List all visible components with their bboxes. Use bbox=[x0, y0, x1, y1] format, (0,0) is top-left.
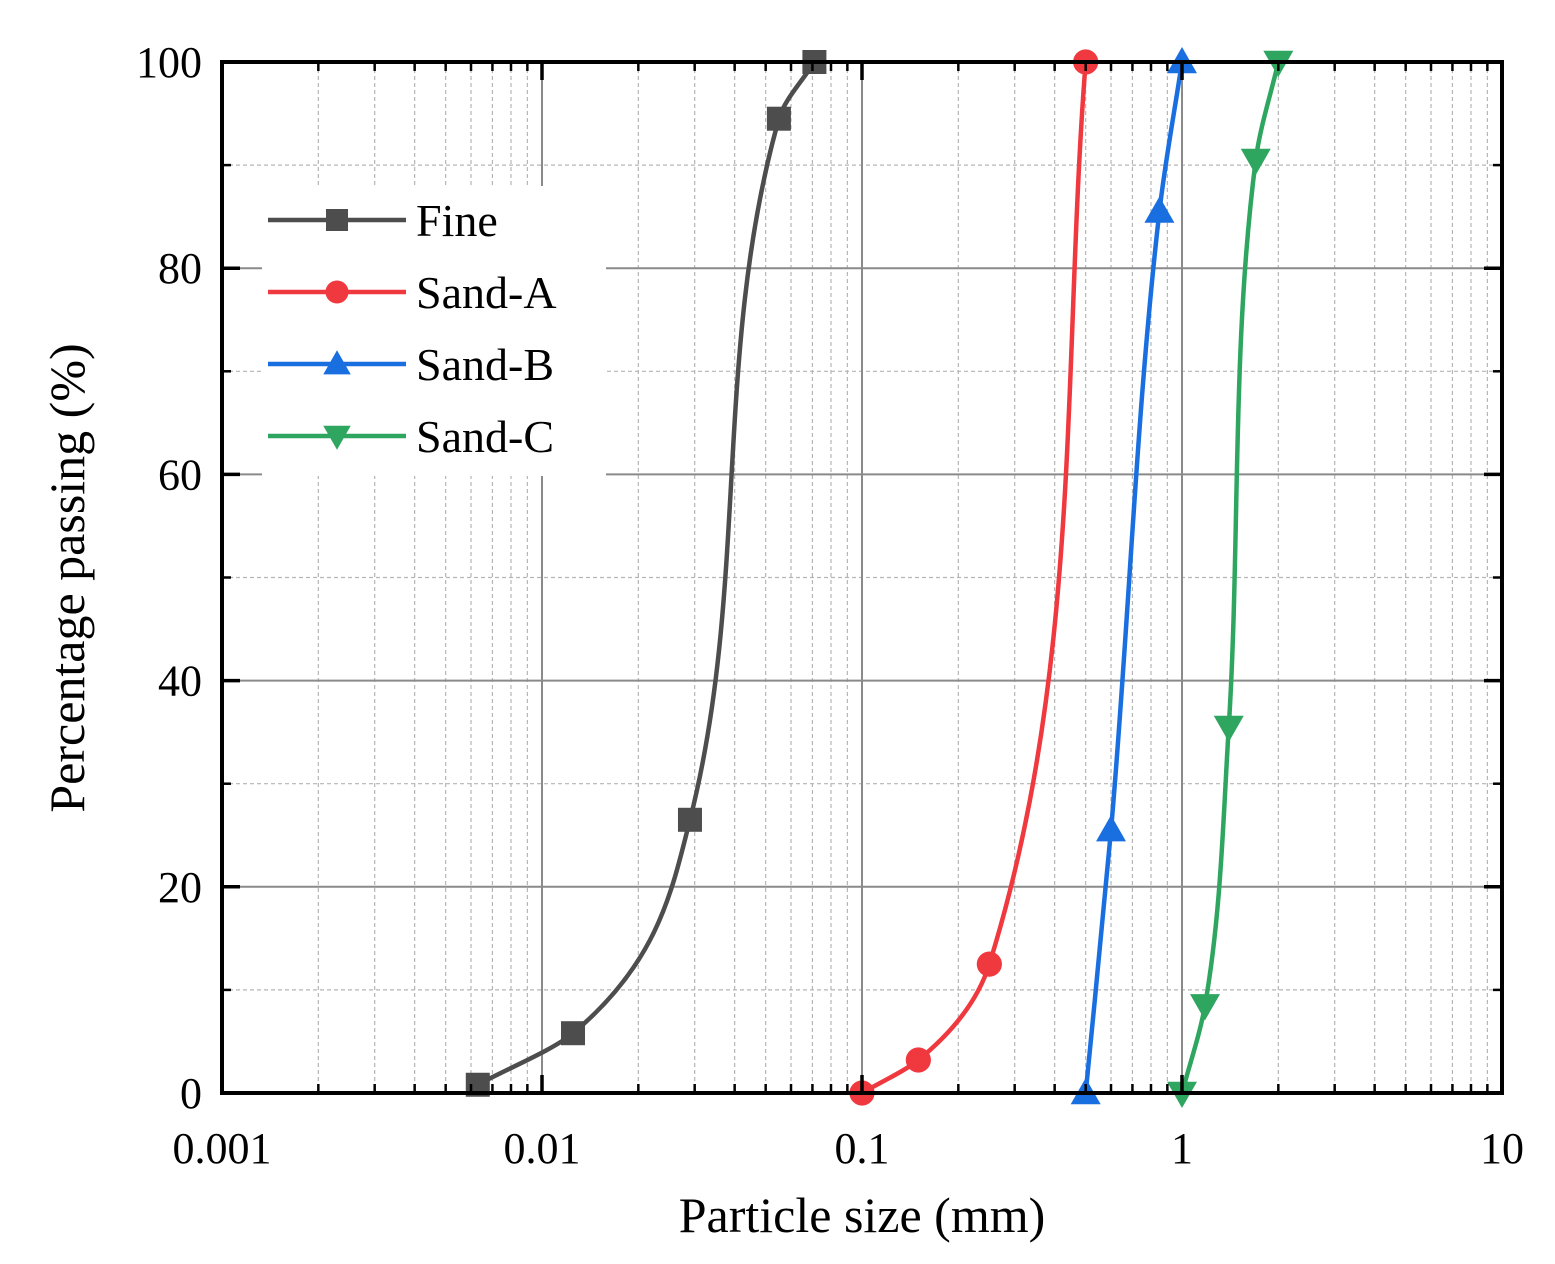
legend-marker-sand-b bbox=[323, 350, 351, 375]
y-tick-label: 80 bbox=[158, 244, 202, 293]
x-axis-title: Particle size (mm) bbox=[679, 1187, 1046, 1243]
x-tick-label: 0.001 bbox=[173, 1124, 272, 1173]
x-tick-label: 10 bbox=[1480, 1124, 1524, 1173]
data-point-sand-c bbox=[1190, 994, 1221, 1021]
legend-box bbox=[262, 186, 606, 476]
y-tick-label: 60 bbox=[158, 450, 202, 499]
legend-label-fine: Fine bbox=[416, 195, 498, 246]
y-tick-label: 40 bbox=[158, 657, 202, 706]
y-axis-title: Percentage passing (%) bbox=[39, 343, 95, 812]
x-tick-label: 1 bbox=[1171, 1124, 1193, 1173]
data-point-fine bbox=[766, 106, 791, 131]
legend-label-sand-a: Sand-A bbox=[416, 267, 557, 318]
axis-ticks bbox=[220, 60, 1504, 1095]
legend-marker-fine bbox=[326, 209, 348, 231]
data-point-sand-c bbox=[1213, 715, 1244, 742]
y-tick-label: 0 bbox=[180, 1069, 202, 1118]
series-line-sand-b bbox=[1083, 61, 1185, 1094]
series-markers bbox=[465, 47, 1294, 1108]
y-tick-labels: 0 20 40 60 80 100 bbox=[136, 38, 202, 1118]
legend: Fine Sand-A Sand-B Sand-C bbox=[262, 186, 606, 476]
data-point-sand-c bbox=[1240, 148, 1271, 175]
data-point-sand-a bbox=[905, 1047, 931, 1073]
legend-label-sand-c: Sand-C bbox=[416, 411, 554, 462]
y-tick-label: 20 bbox=[158, 863, 202, 912]
legend-label-sand-b: Sand-B bbox=[416, 339, 554, 390]
data-point-fine bbox=[677, 807, 702, 832]
legend-marker-sand-c bbox=[323, 425, 351, 450]
data-point-sand-b bbox=[1096, 815, 1127, 842]
data-point-fine bbox=[561, 1021, 586, 1046]
legend-marker-sand-a bbox=[325, 280, 349, 304]
x-tick-label: 0.01 bbox=[504, 1124, 581, 1173]
y-tick-label: 100 bbox=[136, 38, 202, 87]
x-tick-labels: 0.001 0.01 0.1 1 10 bbox=[173, 1124, 1525, 1173]
data-point-sand-b bbox=[1144, 196, 1175, 223]
data-point-sand-a bbox=[976, 951, 1002, 977]
x-tick-label: 0.1 bbox=[835, 1124, 890, 1173]
